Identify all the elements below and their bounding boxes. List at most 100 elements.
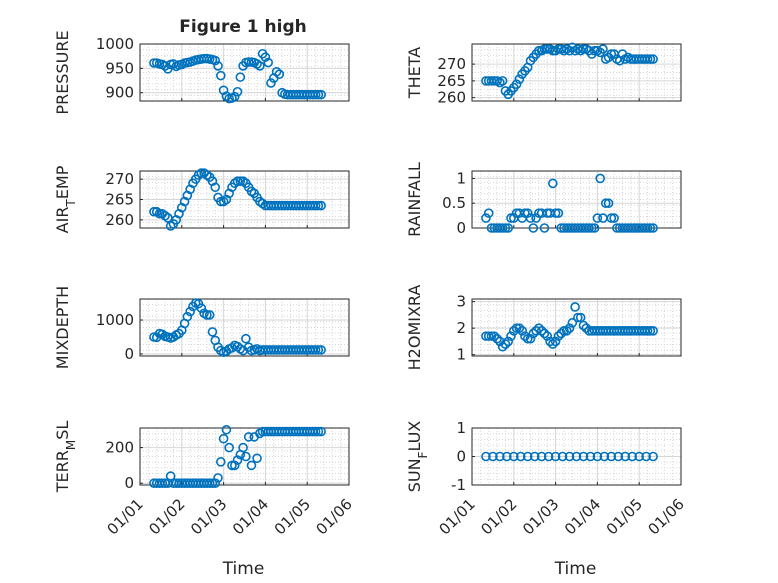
y-tick-label: -1: [451, 476, 466, 494]
data-point: [520, 331, 530, 341]
data-point: [232, 86, 243, 97]
data-point: [232, 455, 243, 465]
data-point: [522, 451, 533, 462]
data-point: [316, 89, 326, 100]
data-point: [266, 78, 276, 88]
data-point: [185, 306, 195, 317]
data-point: [210, 182, 221, 193]
data-point: [271, 66, 282, 77]
data-point: [207, 478, 218, 489]
data-point: [252, 453, 262, 464]
data-point: [531, 326, 541, 336]
subplot-terr-msl: 0 200 TERRMSL 01/0101/0201/0301/0401/0501/0…: [53, 421, 356, 579]
data-point: [525, 213, 536, 223]
data-point: [542, 331, 553, 341]
axes-frame: [139, 427, 350, 486]
data-point: [204, 310, 215, 320]
x-tick-label: 01/04: [229, 495, 272, 538]
data-point: [492, 333, 502, 344]
data-point: [182, 311, 193, 322]
data-point: [207, 327, 218, 337]
data-point: [310, 200, 321, 211]
y-tick-label: 0: [456, 448, 466, 466]
data-point: [645, 326, 656, 336]
data-point: [529, 451, 540, 462]
data-point: [627, 451, 638, 462]
y-tick-label: 265: [105, 191, 134, 209]
data-point: [514, 74, 525, 85]
data-point: [589, 223, 600, 233]
data-point: [213, 61, 223, 71]
y-tick-label: 260: [105, 211, 134, 229]
y-axis-label: RAINFALL: [405, 162, 424, 237]
data-point: [502, 451, 512, 462]
data-point: [508, 451, 519, 462]
data-point: [620, 451, 631, 462]
data-point: [196, 168, 207, 178]
subplot-rainfall: 0 0.5 1 RAINFALL: [405, 162, 682, 237]
data-point: [154, 208, 165, 219]
data-point: [227, 460, 237, 471]
data-point: [571, 451, 582, 462]
y-axis-label: THETA: [405, 47, 424, 99]
data-point: [642, 223, 653, 233]
data-point: [556, 328, 566, 339]
y-tick-label: 3: [456, 293, 466, 311]
data-point: [157, 478, 168, 489]
y-tick-label: 270: [105, 170, 134, 188]
y-axis-label: SUNFLUX: [405, 421, 430, 493]
data-point: [573, 312, 583, 323]
data-point: [600, 198, 611, 209]
subplot-sun-flux: -1 0 1 SUNFLUX01/0101/0201/0301/0401/0501/0…: [405, 419, 688, 579]
y-tick-label: 200: [105, 439, 134, 457]
data-point: [313, 89, 324, 100]
data-point: [497, 76, 508, 86]
data-point: [497, 341, 508, 352]
data-point: [525, 333, 536, 344]
data-point: [216, 457, 226, 467]
x-tick-label: 01/06: [313, 495, 356, 538]
y-axis-label: TERRMSL: [53, 421, 78, 494]
y-tick-label: 260: [437, 89, 466, 107]
y-axis-label: AIRTEMP: [53, 165, 78, 233]
data-point: [255, 61, 265, 71]
data-point: [553, 208, 564, 218]
axes-frame: [139, 298, 350, 357]
data-point: [511, 79, 522, 90]
data-point: [561, 326, 572, 336]
data-point: [603, 198, 614, 209]
data-point: [598, 44, 608, 54]
data-point: [528, 223, 539, 233]
data-point: [543, 451, 554, 462]
data-point: [235, 72, 246, 82]
data-point: [235, 176, 246, 186]
data-point: [241, 451, 251, 462]
data-point: [316, 426, 326, 437]
data-point: [503, 223, 514, 233]
data-point: [274, 69, 285, 80]
subplot-h2omixra: 1 2 3 H2OMIXRA: [405, 285, 682, 370]
data-point: [570, 302, 580, 312]
data-point: [522, 208, 533, 218]
data-point: [539, 328, 550, 339]
data-point: [531, 213, 541, 223]
data-point: [218, 433, 229, 444]
data-point: [232, 176, 243, 186]
y-tick-label: 0.5: [442, 194, 466, 212]
data-point: [313, 345, 324, 355]
y-tick-label: 1: [456, 169, 466, 187]
data-point: [500, 339, 511, 349]
y-tick-label: 0: [124, 474, 134, 492]
data-point: [581, 323, 592, 333]
x-axis-label: Time: [222, 559, 265, 579]
data-point: [578, 44, 589, 54]
data-point: [520, 208, 530, 218]
data-point: [216, 196, 226, 207]
y-tick-label: 1: [456, 346, 466, 364]
data-point: [606, 451, 617, 462]
data-point: [210, 478, 221, 489]
data-point: [595, 173, 605, 184]
data-point: [481, 213, 491, 223]
